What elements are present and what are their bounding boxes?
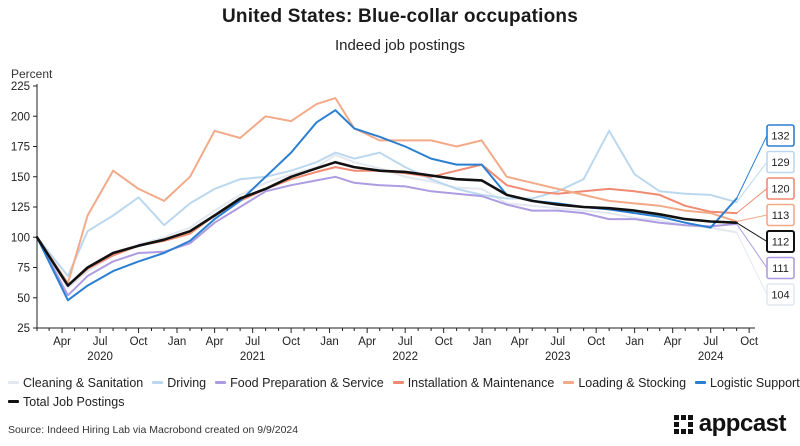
legend-swatch bbox=[8, 399, 19, 404]
y-axis-label: Percent bbox=[11, 67, 53, 81]
series-line bbox=[36, 129, 738, 277]
x-tick-label: Apr bbox=[53, 336, 71, 348]
end-value-label: 113 bbox=[772, 210, 790, 222]
y-tick-label: 125 bbox=[11, 202, 30, 214]
x-tick-label: Jul bbox=[93, 336, 108, 348]
appcast-logo-icon bbox=[673, 414, 693, 434]
series-line bbox=[36, 175, 738, 297]
logo-text: appcast bbox=[698, 410, 787, 437]
legend-label: Driving bbox=[167, 375, 207, 390]
x-tick-label: Jan bbox=[473, 336, 492, 348]
end-label-connector bbox=[736, 135, 768, 199]
end-value-box bbox=[766, 230, 795, 253]
x-tick-label: Oct bbox=[435, 336, 454, 348]
series-line bbox=[35, 160, 738, 287]
end-label-connector bbox=[736, 223, 768, 269]
legend-swatch bbox=[563, 381, 575, 384]
end-value-label: 104 bbox=[771, 290, 789, 302]
y-tick-label: 200 bbox=[11, 111, 30, 123]
series-line bbox=[36, 109, 738, 302]
series-line bbox=[36, 154, 738, 290]
chart-title: United States: Blue-collar occupations bbox=[222, 6, 578, 27]
legend-label: Logistic Support bbox=[710, 375, 800, 390]
x-tick-label: Jul bbox=[398, 336, 413, 348]
legend-swatch bbox=[215, 381, 227, 384]
legend-swatch bbox=[152, 381, 164, 384]
x-tick-label: Jul bbox=[245, 336, 260, 348]
end-value-box bbox=[766, 177, 795, 200]
end-value-box bbox=[766, 124, 795, 147]
legend-item: Logistic Support bbox=[695, 376, 800, 390]
end-value-label: 120 bbox=[771, 184, 789, 196]
x-tick-label: Oct bbox=[282, 336, 301, 348]
y-tick-label: 175 bbox=[11, 142, 30, 154]
end-label-connector bbox=[736, 232, 768, 295]
end-label-connector bbox=[736, 222, 768, 242]
end-value-label: 112 bbox=[772, 237, 790, 249]
legend-label: Loading & Stocking bbox=[578, 375, 687, 390]
y-tick-label: 225 bbox=[11, 81, 30, 93]
legend-item: Installation & Maintenance bbox=[392, 375, 555, 390]
legend-swatch bbox=[8, 381, 19, 384]
appcast-logo: appcast bbox=[673, 410, 787, 438]
x-tick-label: Apr bbox=[664, 336, 682, 348]
x-year-label: 2021 bbox=[240, 351, 266, 363]
x-tick-label: Oct bbox=[740, 336, 759, 348]
legend-row: Cleaning & Sanitation Driving Food Prepara… bbox=[8, 373, 800, 392]
end-value-label: 129 bbox=[771, 157, 789, 169]
line-chart: Percent 25 50 75 100 125 150 175 200 225 Apr Jul Oc… bbox=[11, 67, 795, 363]
x-tick-label: Apr bbox=[206, 336, 224, 348]
legend-label: Installation & Maintenance bbox=[407, 375, 555, 390]
legend-swatch bbox=[695, 381, 707, 384]
x-tick-label: Jan bbox=[168, 336, 187, 348]
x-tick-label: Jan bbox=[625, 336, 644, 348]
x-tick-label: Jul bbox=[703, 336, 718, 348]
end-value-label: 111 bbox=[772, 263, 789, 275]
x-tick-label: Oct bbox=[587, 336, 606, 348]
y-tick-label: 150 bbox=[11, 172, 30, 184]
legend-label: Cleaning & Sanitation bbox=[23, 375, 144, 390]
legend-swatch bbox=[392, 381, 404, 384]
legend-item: Total Job Postings bbox=[8, 395, 124, 409]
series-line bbox=[36, 97, 738, 285]
x-year-label: 2022 bbox=[392, 351, 418, 363]
legend-item: Loading & Stocking bbox=[563, 376, 686, 390]
y-tick-label: 25 bbox=[17, 323, 30, 335]
end-label-connector bbox=[736, 188, 768, 214]
series-line bbox=[36, 163, 738, 287]
end-label-connector bbox=[736, 161, 768, 203]
end-label-connector bbox=[736, 214, 768, 222]
chart-subtitle: Indeed job postings bbox=[334, 37, 466, 54]
y-tick-label: 75 bbox=[17, 263, 30, 275]
legend-label: Total Job Postings bbox=[23, 394, 125, 409]
chart-legend: Cleaning & Sanitation Driving Food Prepara… bbox=[8, 373, 800, 411]
x-tick-label: Oct bbox=[130, 336, 149, 348]
end-value-label: 132 bbox=[771, 131, 789, 143]
legend-label: Food Preparation & Service bbox=[230, 375, 384, 390]
end-value-box bbox=[766, 203, 795, 227]
x-tick-label: Jan bbox=[320, 336, 339, 348]
x-tick-label: Jul bbox=[550, 336, 565, 348]
x-year-label: 2023 bbox=[545, 351, 571, 363]
y-tick-label: 50 bbox=[17, 293, 30, 305]
x-tick-label: Apr bbox=[511, 336, 529, 348]
legend-item: Cleaning & Sanitation bbox=[8, 376, 143, 390]
source-note: Source: Indeed Hiring Lab via Macrobond … bbox=[8, 424, 299, 436]
legend-item: Food Preparation & Service bbox=[215, 376, 384, 390]
x-tick-label: Apr bbox=[358, 336, 376, 348]
x-year-label: 2024 bbox=[698, 351, 724, 363]
y-tick-label: 100 bbox=[11, 232, 30, 244]
end-value-box bbox=[766, 283, 795, 306]
legend-row: Total Job Postings bbox=[8, 392, 798, 411]
end-value-box bbox=[766, 256, 795, 280]
legend-item: Driving bbox=[152, 376, 206, 390]
end-value-box bbox=[766, 150, 795, 174]
x-year-label: 2020 bbox=[87, 351, 113, 363]
